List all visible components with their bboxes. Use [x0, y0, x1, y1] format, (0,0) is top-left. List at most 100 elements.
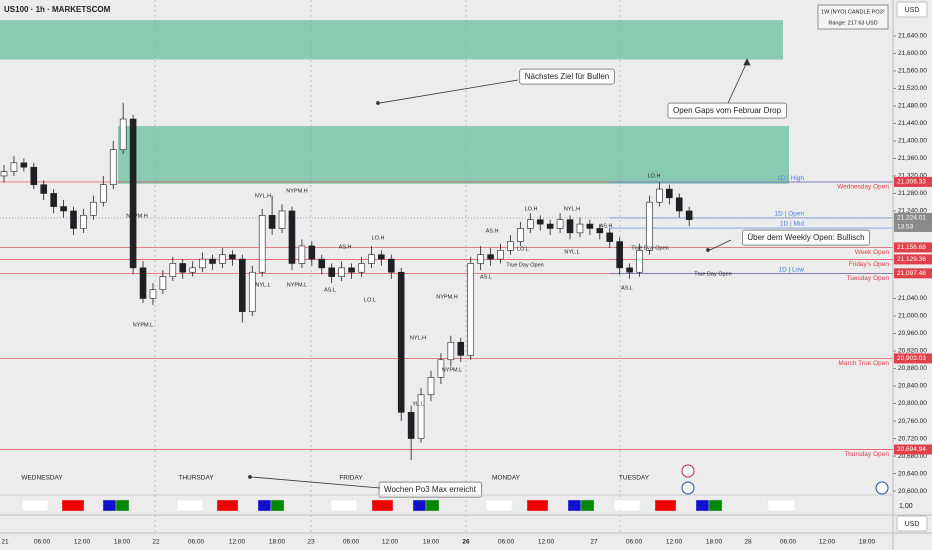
candle-body: [40, 184, 48, 194]
x-tick-label: 06:00: [780, 539, 797, 546]
session-label: NYL.L: [564, 249, 579, 255]
candle-body: [90, 201, 97, 216]
session-label: NYL.H: [255, 193, 271, 199]
currency-box[interactable]: [896, 515, 928, 532]
y-tick-label: 21,040.00: [898, 295, 927, 302]
candle-body: [387, 258, 395, 273]
flag-icon[interactable]: [875, 481, 889, 495]
candle-body: [109, 149, 117, 185]
candle-body: [10, 162, 18, 172]
y-tick-label: 21,240.00: [898, 208, 927, 215]
arrow-head: [376, 101, 380, 105]
annotation-text: Wochen Po3 Max erreicht: [384, 485, 477, 494]
annotation: Nächstes Ziel für Bullen: [519, 68, 615, 85]
candle-body: [308, 245, 316, 260]
y-tick-label: 20,720.00: [898, 435, 927, 442]
y-tick-label: 20,760.00: [898, 418, 927, 425]
event-icon[interactable]: [681, 464, 695, 478]
flag-icon[interactable]: [681, 481, 695, 495]
x-tick-label: 27: [590, 539, 598, 546]
session-box: [216, 499, 239, 512]
info-line: 1W (NYO) CANDLE PO3°: [821, 9, 885, 15]
candle-body: [596, 228, 604, 234]
candle-body: [50, 193, 57, 207]
x-tick-label: 06:00: [34, 539, 51, 546]
x-tick-label: 23: [307, 539, 315, 546]
session-label: NYL.L: [255, 282, 270, 288]
candle-body: [258, 215, 266, 273]
arrow-head: [706, 248, 710, 252]
x-tick-label: 18:00: [859, 539, 876, 546]
annotation: Wochen Po3 Max erreicht: [378, 481, 483, 498]
candle-body: [646, 201, 653, 251]
y-tick-label: 20,960.00: [898, 330, 927, 337]
candle-body: [497, 250, 504, 260]
candle-body: [427, 376, 435, 396]
candle-body: [407, 411, 415, 439]
x-tick-label: 26: [462, 539, 470, 546]
level-name: Wednesday Open: [837, 184, 889, 191]
candle-body: [666, 188, 673, 199]
y-tick-label: 21,400.00: [898, 138, 927, 145]
candle-body: [189, 267, 196, 273]
candle-body: [179, 263, 187, 273]
candle-body: [80, 215, 87, 229]
candle-body: [30, 166, 38, 185]
candle-body: [616, 241, 623, 269]
candle-body: [606, 232, 614, 242]
price-badge: [894, 353, 932, 364]
arrow: [251, 476, 381, 489]
level-name: March True Open: [838, 360, 889, 367]
x-tick-label: 06:00: [626, 539, 643, 546]
arrow: [379, 79, 519, 104]
price-badge-label: 20,694.94: [897, 446, 926, 453]
zone: [0, 20, 783, 60]
candle-body: [278, 210, 286, 229]
session-label: LO.L: [517, 246, 529, 252]
candle-body: [397, 271, 405, 413]
currency-label: USD: [905, 521, 920, 528]
y-tick-label: 21,520.00: [898, 85, 927, 92]
y-tick-label: 20,840.00: [898, 383, 927, 390]
candle-body: [209, 258, 216, 264]
price-badge-label: 21,306.33: [897, 179, 926, 186]
symbol-title: US100 · 1h · MARKETSCOM: [4, 5, 111, 14]
pane-value: 1,00: [899, 503, 913, 510]
candle-body: [159, 276, 167, 291]
session-box: [425, 499, 440, 512]
arrow-head: [248, 475, 252, 479]
candle-body: [248, 271, 256, 312]
candle-body: [556, 219, 564, 229]
session-box: [270, 499, 285, 512]
candle-body: [328, 267, 335, 277]
candle-body: [536, 219, 544, 225]
session-label: NYPM.H: [436, 294, 457, 300]
x-tick-label: 12:00: [538, 539, 555, 546]
session-label: True Day Open: [631, 245, 668, 251]
session-label: NYPM.L: [442, 367, 462, 373]
session-box: [371, 499, 394, 512]
last-price-badge: [894, 212, 932, 232]
day-label: MONDAY: [492, 475, 521, 482]
session-label: AS.L: [621, 285, 633, 291]
currency-box[interactable]: [896, 1, 928, 18]
background-layer: [0, 0, 893, 533]
daily-level-name: 1D | Open: [774, 211, 804, 218]
candle-body: [566, 219, 574, 234]
session-box: [526, 499, 549, 512]
candle-body: [378, 254, 385, 260]
x-tick-label: 18:00: [114, 539, 131, 546]
y-tick-label: 20,880.00: [898, 365, 927, 372]
x-tick-label: 18:00: [269, 539, 286, 546]
annotation-text: Open Gaps vom Februar Drop: [673, 106, 782, 115]
candle-body: [586, 223, 594, 229]
y-tick-label: 20,680.00: [898, 453, 927, 460]
session-label: AS.L: [324, 287, 336, 293]
info-box: [817, 4, 889, 30]
candle-body: [338, 267, 345, 277]
session-label: NYPM.H: [126, 213, 147, 219]
y-tick-label: 20,640.00: [898, 470, 927, 477]
session-box: [102, 499, 117, 512]
annotation-box: [667, 102, 787, 119]
